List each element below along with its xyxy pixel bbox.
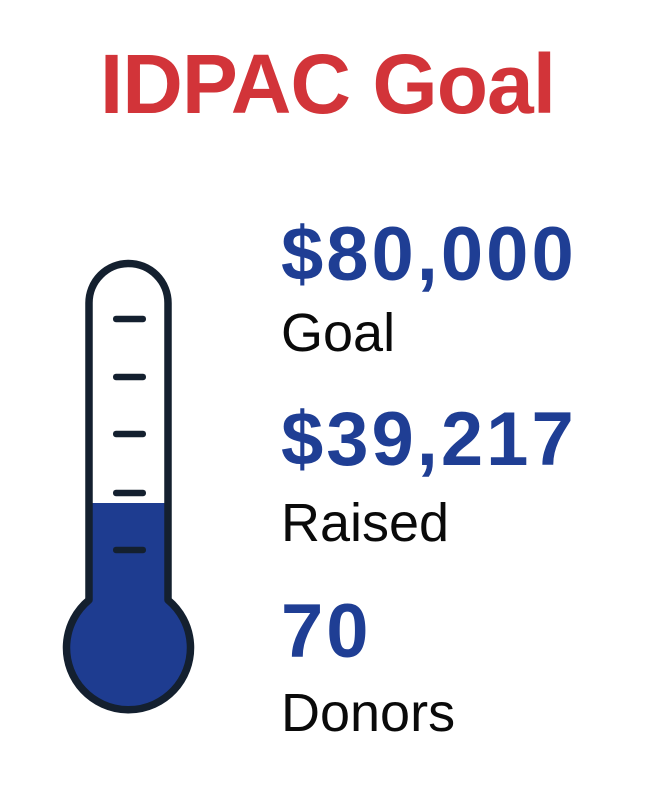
donor-count: 70 <box>281 589 372 674</box>
goal-label: Goal <box>281 303 396 363</box>
thermometer-ticks <box>113 315 146 554</box>
raised-label: Raised <box>281 493 450 553</box>
tick-mark <box>113 489 146 497</box>
tick-mark <box>113 430 146 438</box>
thermometer-outline <box>62 259 195 714</box>
tick-mark <box>113 373 146 381</box>
tick-mark <box>113 315 146 323</box>
raised-amount: $39,217 <box>281 397 577 482</box>
page-title: IDPAC Goal <box>99 37 556 131</box>
goal-amount: $80,000 <box>281 212 577 297</box>
thermometer-fill <box>66 503 191 710</box>
donors-label: Donors <box>281 683 456 743</box>
tick-mark <box>113 546 146 554</box>
